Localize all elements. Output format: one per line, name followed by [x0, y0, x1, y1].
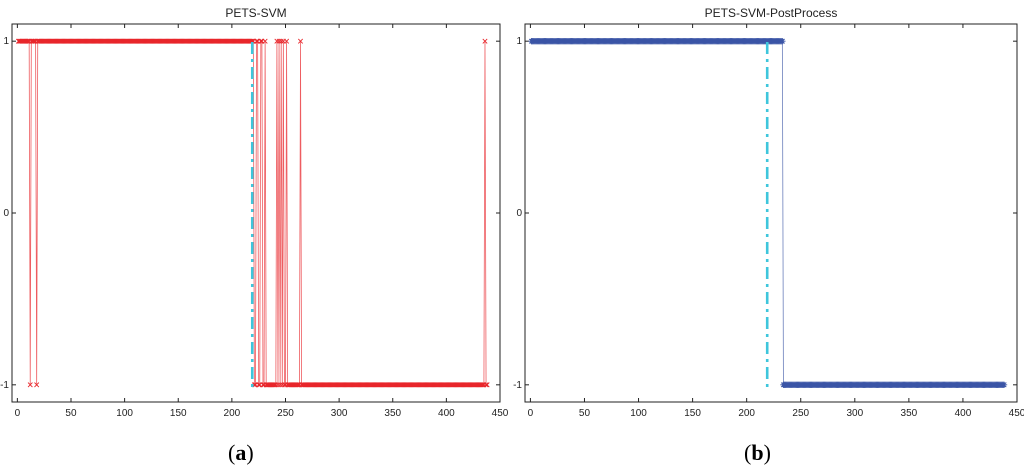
chart-a-point [258, 38, 264, 44]
chart-b-x-tick-label: 450 [1009, 408, 1024, 419]
chart-a-x-tick-label: 450 [492, 408, 509, 419]
caption-a-letter: a [235, 440, 247, 465]
chart-a-x-tick-label: 100 [116, 408, 133, 419]
chart-a-point [297, 38, 304, 44]
chart-a-point [482, 38, 488, 44]
chart-b-y-tick-label: -1 [513, 380, 522, 391]
chart-b-x-tick-label: 150 [684, 408, 701, 419]
chart-b-x-tick-label: 250 [792, 408, 809, 419]
chart-a-markers [15, 38, 490, 388]
chart-b-x-tick-label: 350 [901, 408, 918, 419]
chart-a-point [484, 382, 490, 388]
chart-a-x-tick-label: 400 [438, 408, 455, 419]
chart-a-x-tick-label: 350 [384, 408, 401, 419]
caption-b: (b) [744, 440, 771, 465]
chart-a-point [24, 38, 30, 44]
chart-b-x-tick-label: 400 [955, 408, 972, 419]
chart-b-title: PETS-SVM-PostProcess [705, 6, 838, 20]
chart-b-point [779, 37, 786, 45]
chart-a-x-tick-label: 250 [277, 408, 294, 419]
chart-b-y-tick-label: 1 [516, 36, 522, 47]
chart-b-frame [524, 23, 1018, 403]
chart-a-y-tick-label: 0 [3, 208, 9, 219]
chart-b-x-tick-label: 50 [579, 408, 591, 419]
chart-a-x-tick-label: 50 [65, 408, 77, 419]
chart-a-point [479, 382, 485, 388]
caption-b-letter: b [751, 440, 764, 465]
chart-a-point [483, 382, 489, 388]
chart-a-point [271, 382, 277, 388]
chart-a-point [256, 382, 262, 388]
chart-a-point [34, 382, 40, 388]
chart-a-point [294, 382, 300, 388]
chart-a-point [276, 38, 282, 44]
chart-b-point [1000, 381, 1008, 389]
chart-a-point [30, 38, 36, 44]
chart-a-point [278, 38, 284, 44]
chart-a-point [275, 382, 281, 388]
chart-a-y-tick-label: -1 [0, 380, 9, 391]
chart-a-x-tick-label: 200 [224, 408, 241, 419]
chart-b: PETS-SVM-PostProcess 0 50 100 150 200 250 300 35… [513, 6, 1024, 419]
chart-b-x-tick-label: 100 [630, 408, 647, 419]
chart-a-title: PETS-SVM [225, 6, 286, 20]
chart-b-x-tick-label: 200 [738, 408, 755, 419]
chart-a-point [273, 382, 279, 388]
chart-a-point [277, 382, 283, 388]
chart-a-x-tick-label: 300 [331, 408, 348, 419]
chart-a-x-tick-label: 0 [15, 408, 21, 419]
chart-b-x-tick-label: 300 [846, 408, 863, 419]
chart-a-point [274, 38, 280, 44]
chart-b-x-tick-label: 0 [528, 408, 534, 419]
chart-a: PETS-SVM 0 50 100 150 200 250 300 350 400 450 -1 0 1 [0, 6, 509, 419]
chart-a-x-tick-label: 150 [170, 408, 187, 419]
chart-b-y-tick-label: 0 [516, 208, 522, 219]
chart-a-y-tick-label: 1 [3, 36, 9, 47]
chart-a-point [27, 382, 33, 388]
caption-a: (a) [228, 440, 254, 465]
chart-a-point [284, 38, 290, 44]
chart-b-markers [528, 37, 1008, 389]
chart-a-point [254, 38, 260, 44]
chart-a-point [262, 38, 268, 44]
chart-a-point [249, 38, 255, 44]
